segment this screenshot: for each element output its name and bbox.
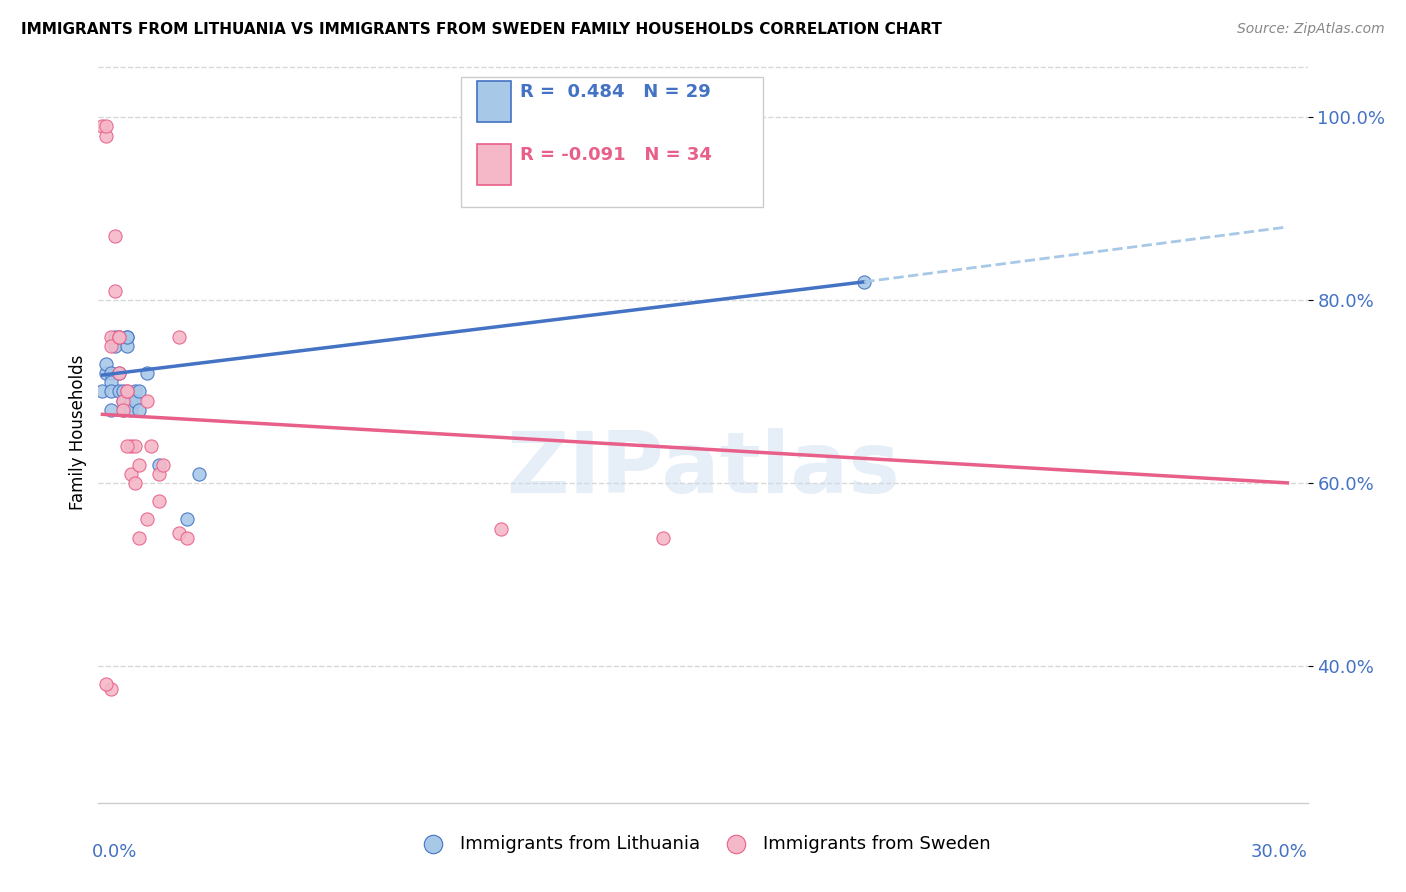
Point — [120, 402, 142, 417]
Text: IMMIGRANTS FROM LITHUANIA VS IMMIGRANTS FROM SWEDEN FAMILY HOUSEHOLDS CORRELATIO: IMMIGRANTS FROM LITHUANIA VS IMMIGRANTS … — [21, 22, 942, 37]
FancyBboxPatch shape — [461, 78, 763, 207]
Point — [103, 284, 125, 298]
Point — [139, 439, 162, 453]
Point — [124, 384, 146, 399]
Point — [115, 439, 138, 453]
Point — [107, 384, 129, 399]
Point — [96, 366, 118, 380]
Point — [96, 357, 118, 371]
Point — [111, 402, 134, 417]
Point — [111, 402, 134, 417]
Point — [100, 384, 122, 399]
Point — [100, 366, 122, 380]
Point — [107, 329, 129, 343]
Point — [128, 458, 150, 472]
Point — [152, 458, 174, 472]
Point — [115, 329, 138, 343]
Point — [120, 393, 142, 408]
Point — [107, 329, 129, 343]
FancyBboxPatch shape — [477, 81, 510, 121]
Point — [111, 393, 134, 408]
Point — [115, 384, 138, 399]
Point — [107, 366, 129, 380]
Point — [115, 384, 138, 399]
Text: R =  0.484   N = 29: R = 0.484 N = 29 — [520, 83, 711, 101]
Point — [111, 384, 134, 399]
Point — [91, 120, 114, 134]
Point — [96, 120, 118, 134]
Point — [100, 681, 122, 696]
Point — [128, 531, 150, 545]
Point — [107, 366, 129, 380]
Point — [167, 329, 190, 343]
Point — [148, 467, 170, 481]
Point — [148, 494, 170, 508]
FancyBboxPatch shape — [477, 144, 510, 185]
Point — [124, 439, 146, 453]
Point — [124, 475, 146, 490]
Point — [100, 402, 122, 417]
Point — [115, 339, 138, 353]
Point — [100, 329, 122, 343]
Point — [115, 329, 138, 343]
Point — [651, 531, 673, 545]
Point — [96, 128, 118, 143]
Point — [100, 376, 122, 390]
Point — [176, 531, 198, 545]
Point — [135, 512, 157, 526]
Point — [188, 467, 211, 481]
Text: Source: ZipAtlas.com: Source: ZipAtlas.com — [1237, 22, 1385, 37]
Point — [148, 458, 170, 472]
Point — [176, 512, 198, 526]
Point — [96, 677, 118, 691]
Point — [124, 393, 146, 408]
Point — [103, 339, 125, 353]
Point — [128, 402, 150, 417]
Legend: Immigrants from Lithuania, Immigrants from Sweden: Immigrants from Lithuania, Immigrants fr… — [408, 828, 998, 861]
Point — [107, 329, 129, 343]
Point — [91, 384, 114, 399]
Point — [128, 384, 150, 399]
Point — [100, 339, 122, 353]
Text: 0.0%: 0.0% — [91, 843, 136, 861]
Point — [103, 329, 125, 343]
Y-axis label: Family Households: Family Households — [69, 355, 87, 510]
Text: ZIPatlas: ZIPatlas — [506, 428, 900, 511]
Point — [135, 366, 157, 380]
Point — [135, 393, 157, 408]
Point — [120, 467, 142, 481]
Point — [120, 439, 142, 453]
Point — [103, 229, 125, 244]
Text: 30.0%: 30.0% — [1251, 843, 1308, 861]
Point — [111, 393, 134, 408]
Point — [167, 526, 190, 541]
Text: R = -0.091   N = 34: R = -0.091 N = 34 — [520, 146, 713, 164]
Point — [491, 522, 513, 536]
Point — [853, 275, 876, 289]
